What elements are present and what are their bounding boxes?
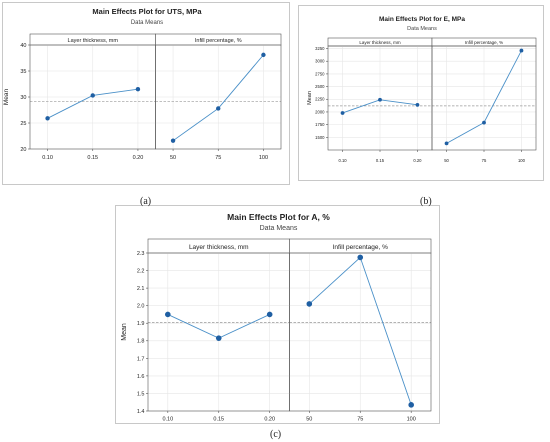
panel-header-label: Layer thickness, mm bbox=[68, 38, 119, 44]
x-tick-label: 50 bbox=[444, 158, 449, 163]
y-tick-label: 3250 bbox=[315, 46, 325, 51]
x-tick-label: 100 bbox=[259, 155, 268, 161]
y-tick-label: 1.8 bbox=[137, 339, 145, 345]
x-tick-label: 0.15 bbox=[376, 158, 385, 163]
y-tick-label: 2.0 bbox=[137, 304, 145, 310]
chart-subtitle: Data Means bbox=[407, 26, 437, 32]
data-point bbox=[415, 102, 420, 107]
y-tick-label: 2000 bbox=[315, 109, 325, 114]
data-point bbox=[340, 111, 345, 115]
chart-subtitle: Data Means bbox=[131, 20, 163, 26]
caption-c: (c) bbox=[270, 429, 282, 440]
data-point bbox=[135, 87, 141, 92]
chart-subtitle: Data Means bbox=[260, 225, 298, 232]
y-tick-label: 1.7 bbox=[137, 356, 145, 362]
data-point bbox=[216, 106, 221, 111]
chart-c: Main Effects Plot for A, % Data Means Mean… bbox=[115, 205, 440, 424]
x-tick-label: 50 bbox=[306, 417, 312, 423]
y-tick-label: 2.3 bbox=[137, 251, 145, 257]
panel-header-label: Layer thickness, mm bbox=[189, 244, 249, 251]
y-tick-label: 25 bbox=[20, 121, 26, 127]
chart-title: Main Effects Plot for UTS, MPa bbox=[92, 7, 202, 16]
data-point bbox=[261, 52, 266, 58]
chart-title: Main Effects Plot for A, % bbox=[227, 212, 330, 222]
y-tick-label: 1.6 bbox=[137, 374, 145, 380]
x-tick-label: 0.10 bbox=[338, 158, 347, 163]
data-point bbox=[170, 138, 176, 143]
y-tick-label: 20 bbox=[20, 147, 26, 153]
y-tick-label: 2500 bbox=[315, 84, 325, 89]
panel-frame bbox=[431, 45, 537, 151]
x-tick-label: 100 bbox=[407, 417, 416, 423]
chart-title: Main Effects Plot for E, MPa bbox=[379, 16, 465, 23]
chart-svg-c: Main Effects Plot for A, % Data Means Mean… bbox=[121, 212, 432, 423]
y-tick-label: 35 bbox=[20, 69, 26, 75]
panel-header-label: Layer thickness, mm bbox=[359, 40, 401, 45]
x-tick-label: 50 bbox=[170, 155, 176, 161]
caption-b: (b) bbox=[420, 196, 432, 207]
chart-a: Main Effects Plot for UTS, MPa Data Means… bbox=[2, 2, 290, 185]
data-point bbox=[408, 402, 414, 408]
data-point bbox=[90, 93, 95, 98]
panel-header-label: Infill percentage, % bbox=[333, 244, 389, 251]
x-tick-label: 0.15 bbox=[87, 155, 98, 161]
x-tick-label: 0.20 bbox=[413, 158, 422, 163]
panel-1: Infill percentage, % 50 75 100 bbox=[431, 37, 537, 163]
y-tick-label: 2750 bbox=[315, 71, 325, 76]
y-axis-label: Mean bbox=[121, 323, 128, 341]
panel-1: Infill percentage, % 50 75 100 bbox=[155, 33, 282, 161]
data-point bbox=[357, 254, 364, 261]
y-tick-label: 2.2 bbox=[137, 268, 145, 274]
x-tick-label: 0.15 bbox=[213, 417, 224, 423]
data-point bbox=[266, 311, 273, 318]
x-tick-label: 75 bbox=[215, 155, 221, 161]
y-tick-label: 2.1 bbox=[137, 286, 145, 292]
y-axis-label: Mean bbox=[307, 91, 313, 105]
y-tick-label: 1750 bbox=[315, 122, 325, 127]
data-point bbox=[165, 311, 171, 318]
panel-1: Infill percentage, % 50 75 100 bbox=[289, 238, 432, 423]
y-axis-label: Mean bbox=[3, 88, 10, 105]
panel-frame bbox=[155, 44, 282, 150]
data-point bbox=[45, 116, 50, 121]
chart-svg-b: Main Effects Plot for E, MPa Data Means Me… bbox=[307, 16, 537, 163]
chart-svg-a: Main Effects Plot for UTS, MPa Data Means… bbox=[3, 7, 282, 161]
caption-a: (a) bbox=[140, 196, 152, 207]
panel-0: Layer thickness, mm 0.10 0.15 0.20 bbox=[147, 238, 290, 423]
panel-header-label: Infill percentage, % bbox=[465, 40, 503, 45]
panel-header-label: Infill percentage, % bbox=[195, 38, 242, 44]
panel-0: Layer thickness, mm 0.10 0.15 0.20 bbox=[327, 37, 433, 163]
y-tick-label: 1.5 bbox=[137, 391, 145, 397]
x-tick-label: 0.20 bbox=[133, 155, 144, 161]
data-point bbox=[444, 141, 449, 146]
data-point bbox=[482, 120, 486, 125]
x-tick-label: 75 bbox=[482, 158, 487, 163]
x-tick-label: 75 bbox=[357, 417, 363, 423]
y-tick-label: 3000 bbox=[315, 59, 325, 64]
data-point bbox=[215, 335, 222, 341]
data-point bbox=[378, 97, 382, 102]
chart-b: Main Effects Plot for E, MPa Data Means Me… bbox=[298, 5, 544, 181]
data-point bbox=[306, 301, 313, 307]
data-point bbox=[519, 48, 524, 53]
y-tick-label: 30 bbox=[20, 95, 26, 101]
y-tick-label: 2250 bbox=[315, 97, 325, 102]
panel-0: Layer thickness, mm 0.10 0.15 0.20 bbox=[29, 33, 156, 161]
y-tick-label: 40 bbox=[20, 43, 26, 49]
x-tick-label: 0.20 bbox=[264, 417, 275, 423]
panel-frame bbox=[289, 252, 432, 412]
y-tick-label: 1.4 bbox=[137, 409, 145, 415]
x-tick-label: 0.10 bbox=[42, 155, 53, 161]
x-tick-label: 0.10 bbox=[162, 417, 173, 423]
x-tick-label: 100 bbox=[518, 158, 526, 163]
y-tick-label: 1.9 bbox=[137, 321, 145, 327]
y-tick-label: 1500 bbox=[315, 135, 325, 140]
